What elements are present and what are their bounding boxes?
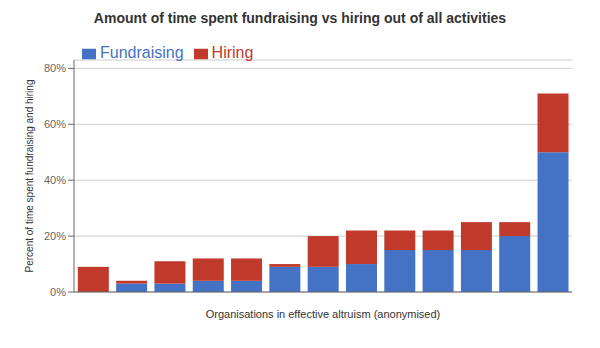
html-text:Hiring: Hiring bbox=[211, 44, 254, 61]
html-text:Fundraising: Fundraising bbox=[100, 44, 184, 61]
svg-text:Percent of time spent fundrais: Percent of time spent fundraising and hi… bbox=[24, 80, 35, 273]
svg-text:20%: 20% bbox=[44, 230, 66, 242]
svg-text:60%: 60% bbox=[44, 118, 66, 130]
svg-text:0%: 0% bbox=[50, 286, 66, 298]
html-text:Amount of time spent fundraisi: Amount of time spent fundraising vs hiri… bbox=[93, 10, 507, 26]
svg-text:80%: 80% bbox=[44, 62, 66, 74]
svg-text:40%: 40% bbox=[44, 174, 66, 186]
svg-text:Organisations in effective alt: Organisations in effective altruism (ano… bbox=[206, 308, 441, 320]
